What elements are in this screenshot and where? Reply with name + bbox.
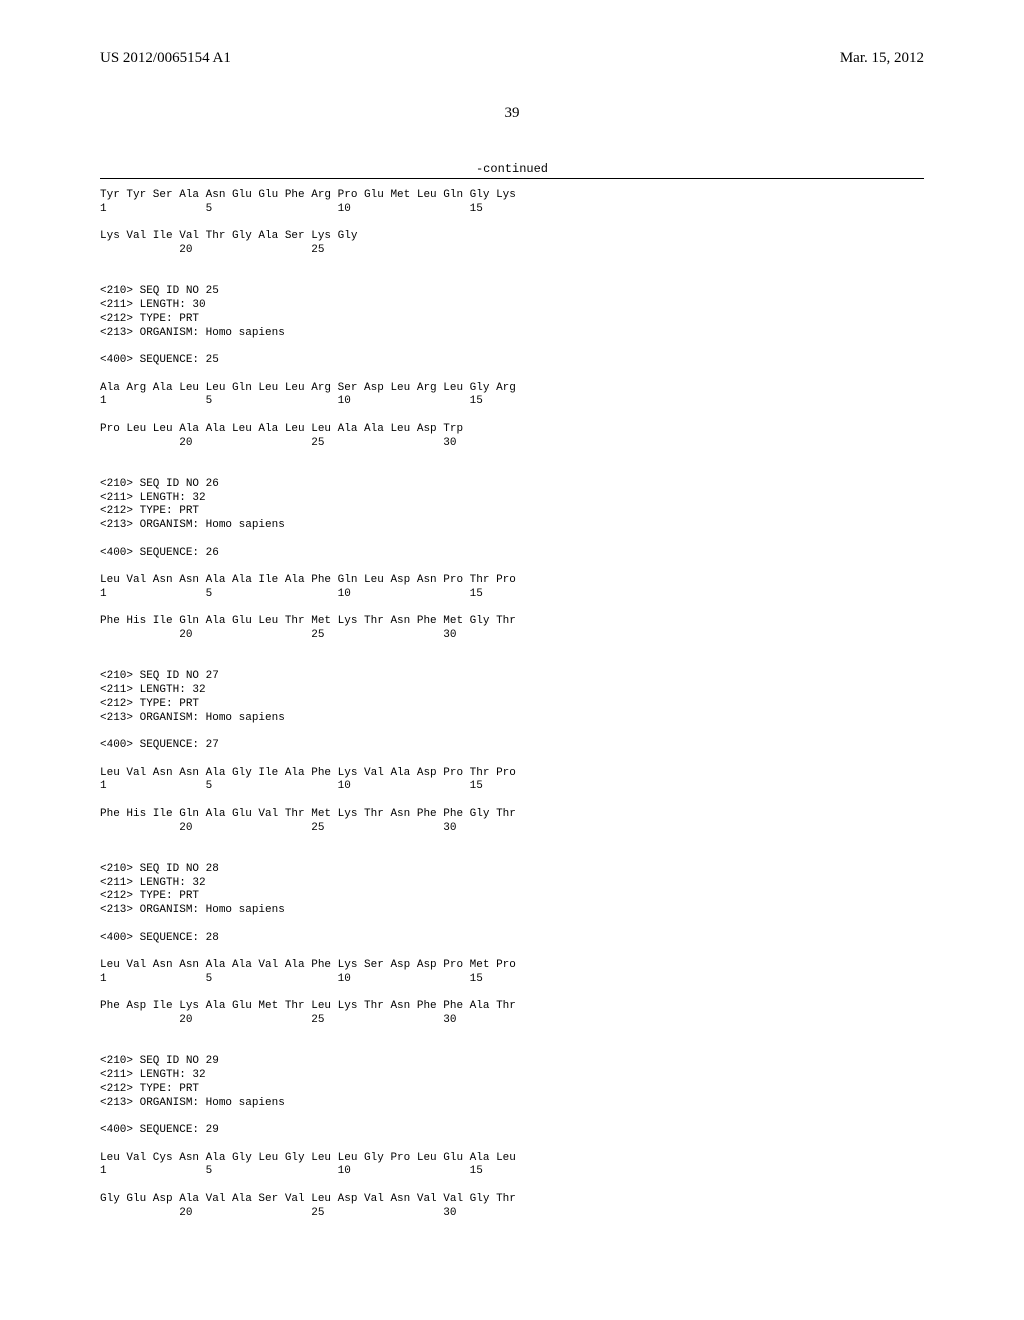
sequence-listing: Tyr Tyr Ser Ala Asn Glu Glu Phe Arg Pro … [100, 189, 924, 1220]
page-number: 39 [100, 105, 924, 122]
divider-line [100, 178, 924, 179]
publication-date: Mar. 15, 2012 [840, 50, 924, 67]
continued-label: -continued [100, 162, 924, 176]
page-header: US 2012/0065154 A1 Mar. 15, 2012 [100, 50, 924, 80]
publication-number: US 2012/0065154 A1 [100, 50, 231, 67]
patent-page: US 2012/0065154 A1 Mar. 15, 2012 39 -con… [0, 0, 1024, 1320]
